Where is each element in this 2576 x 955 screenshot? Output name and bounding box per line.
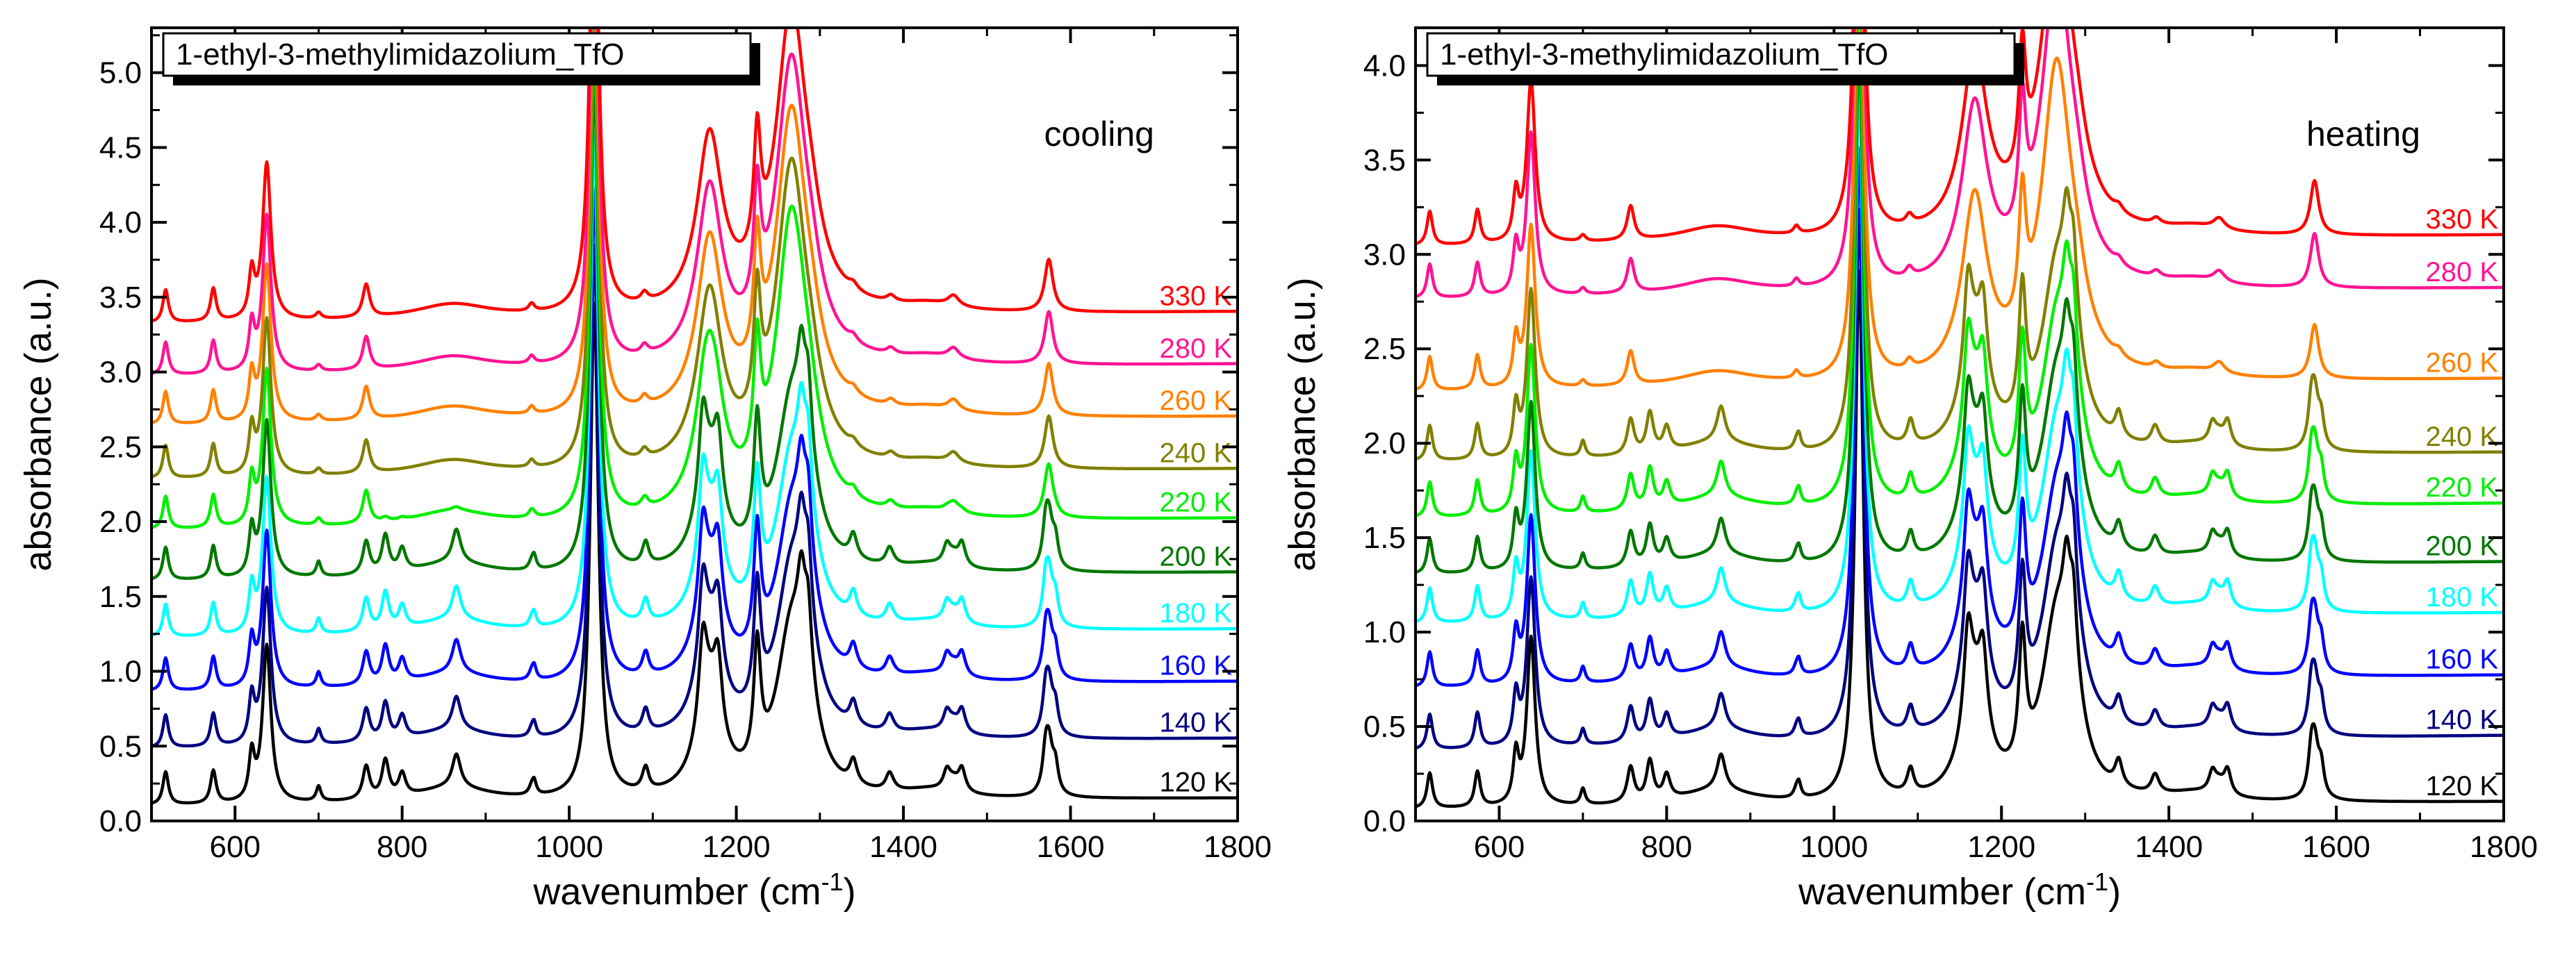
x-axis-label: wavenumber (cm-1) <box>1798 867 2121 913</box>
title-box <box>1426 32 2016 77</box>
series-label-200K: 200 K <box>2425 531 2498 561</box>
y-tick-label: 1.0 <box>99 655 142 689</box>
x-tick-label: 1000 <box>1800 830 1868 864</box>
series-line-240K <box>151 28 1238 479</box>
plot-frame <box>150 26 1239 822</box>
series-label-140K: 140 K <box>1159 707 1232 738</box>
series-line-120K <box>151 302 1238 805</box>
y-tick-label: 4.0 <box>1363 49 1406 83</box>
series-line-220K <box>1416 28 2504 517</box>
x-axis-label: wavenumber (cm-1) <box>532 867 855 913</box>
series-line-160K <box>151 187 1238 691</box>
series-label-160K: 160 K <box>2425 645 2498 675</box>
series-label-330K: 330 K <box>2425 204 2498 235</box>
series-label-120K: 120 K <box>2425 771 2498 802</box>
y-tick-label: 3.5 <box>1363 143 1406 177</box>
title-box <box>162 32 752 77</box>
series-line-140K <box>151 244 1238 748</box>
series-group <box>1416 28 2504 808</box>
y-tick-label: 4.0 <box>99 206 142 240</box>
y-tick-label: 2.5 <box>1363 332 1406 366</box>
y-tick-label: 3.5 <box>99 281 142 315</box>
mode-label: cooling <box>1044 115 1154 153</box>
chart-panel-cooling: 120 K 140 K 160 K 180 K 200 K 220 K 240 K 260 K… <box>17 26 1272 913</box>
series-line-240K <box>1416 28 2504 461</box>
series-label-160K: 160 K <box>1159 651 1232 681</box>
series-label-180K: 180 K <box>2425 582 2498 613</box>
series-line-260K <box>151 28 1238 424</box>
series-label-260K: 260 K <box>1159 385 1232 416</box>
series-line-140K <box>1416 208 2504 750</box>
series-group <box>151 28 1238 805</box>
series-label-240K: 240 K <box>2425 422 2498 452</box>
series-label-280K: 280 K <box>1159 333 1232 364</box>
mode-label: heating <box>2306 115 2420 153</box>
x-tick-label: 800 <box>1641 830 1692 864</box>
series-label-260K: 260 K <box>2425 348 2498 379</box>
series-line-180K <box>1416 83 2504 623</box>
chart-title: 1-ethyl-3-methylimidazolium_TfO <box>1440 38 1889 72</box>
y-tick-label: 1.0 <box>1363 615 1406 649</box>
series-line-330K <box>1416 28 2504 246</box>
x-tick-label: 1600 <box>1037 830 1105 864</box>
series-label-120K: 120 K <box>1159 767 1232 798</box>
series-label-140K: 140 K <box>2425 705 2498 736</box>
y-tick-label: 0.5 <box>1363 710 1406 744</box>
series-label-330K: 330 K <box>1159 281 1232 311</box>
chart-panel-heating: 120 K 140 K 160 K 180 K 200 K 220 K 240 K 260 K… <box>1281 26 2538 913</box>
y-axis-label: absorbance (a.u.) <box>1281 277 1323 571</box>
x-tick-label: 1800 <box>1204 830 1272 864</box>
series-line-280K <box>1416 28 2504 299</box>
y-tick-label: 2.0 <box>99 505 142 539</box>
series-line-260K <box>1416 28 2504 391</box>
y-axis-label: absorbance (a.u.) <box>17 277 59 571</box>
x-tick-label: 1800 <box>2470 830 2538 864</box>
y-tick-label: 2.0 <box>1363 426 1406 460</box>
series-line-160K <box>1416 146 2504 688</box>
series-label-280K: 280 K <box>2425 257 2498 288</box>
x-tick-label: 1000 <box>535 830 603 864</box>
series-line-330K <box>151 28 1238 323</box>
series-line-200K <box>1416 33 2504 574</box>
series-line-200K <box>151 76 1238 581</box>
series-label-180K: 180 K <box>1159 598 1232 629</box>
y-tick-label: 0.0 <box>99 804 142 838</box>
series-line-220K <box>151 28 1238 529</box>
series-label-200K: 200 K <box>1159 541 1232 572</box>
x-tick-label: 1200 <box>1967 830 2035 864</box>
series-line-180K <box>151 133 1238 638</box>
x-tick-label: 1600 <box>2302 830 2370 864</box>
series-label-220K: 220 K <box>2425 472 2498 503</box>
x-tick-label: 600 <box>210 830 261 864</box>
series-line-120K <box>1416 269 2504 808</box>
x-tick-label: 800 <box>377 830 427 864</box>
y-tick-label: 3.0 <box>1363 238 1406 272</box>
series-line-280K <box>151 28 1238 375</box>
plot-frame <box>1414 26 2505 822</box>
y-tick-label: 5.0 <box>99 56 142 90</box>
series-label-240K: 240 K <box>1159 438 1232 469</box>
y-tick-label: 2.5 <box>99 430 142 464</box>
x-tick-label: 600 <box>1474 830 1525 864</box>
x-tick-label: 1200 <box>703 830 771 864</box>
y-tick-label: 1.5 <box>1363 521 1406 555</box>
y-tick-label: 0.0 <box>1363 804 1406 838</box>
y-tick-label: 4.5 <box>99 131 142 165</box>
y-tick-label: 1.5 <box>99 580 142 614</box>
y-tick-label: 3.0 <box>99 356 142 390</box>
x-tick-label: 1400 <box>869 830 937 864</box>
y-tick-label: 0.5 <box>99 729 142 763</box>
x-tick-label: 1400 <box>2135 830 2203 864</box>
series-label-220K: 220 K <box>1159 488 1232 518</box>
chart-title: 1-ethyl-3-methylimidazolium_TfO <box>176 38 625 72</box>
